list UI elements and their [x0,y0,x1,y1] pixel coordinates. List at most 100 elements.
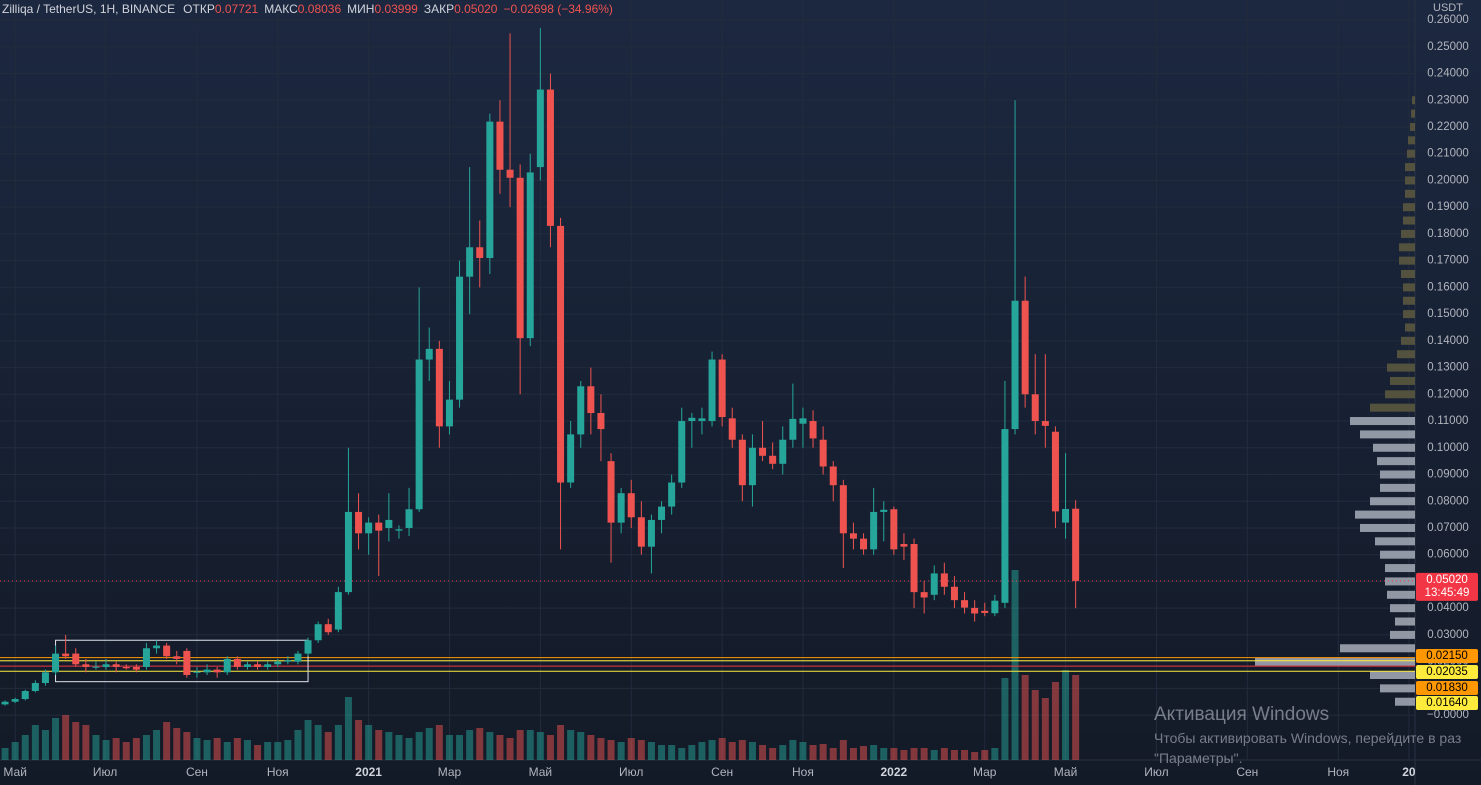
profile-bar [1390,376,1415,385]
candle-body [860,538,868,550]
volume-bar [779,745,787,760]
candle-body [294,653,302,662]
y-tick-label: 0.18000 [1427,228,1469,240]
profile-bar [1255,657,1415,666]
y-tick-label: 0.13000 [1427,362,1469,374]
profile-bar [1408,136,1415,145]
volume-bar [759,745,767,760]
candle-body [496,121,504,170]
profile-bar [1375,537,1415,546]
volume-bar [193,738,201,760]
profile-bar [1360,523,1415,532]
candle-body [738,439,746,486]
volume-bar [52,718,60,760]
profile-bar [1401,270,1415,279]
y-tick-label: 0.12000 [1427,388,1469,400]
watermark-title: Активация Windows [1154,704,1330,725]
candle-body [748,447,756,486]
candle-body [809,421,817,439]
profile-bar [1370,403,1415,412]
x-tick-label: Июл [1144,765,1168,779]
candle-body [577,386,585,435]
volume-bar [647,742,655,760]
profile-bar [1380,470,1415,479]
volume-bar [789,740,797,760]
volume-bar [41,730,49,760]
candle-body [708,359,716,422]
profile-bar [1395,697,1415,706]
y-tick-label: 0.23000 [1427,94,1469,106]
volume-bar [274,742,282,760]
candle-body [819,439,827,467]
volume-bar [860,746,868,760]
candle-body [365,522,373,534]
volume-bar [678,748,686,760]
volume-bar [526,730,534,760]
x-tick-label: Сен [1236,765,1258,779]
volume-bar [769,748,777,760]
candle-body [557,225,565,483]
volume-bar [971,752,979,760]
profile-bar [1340,644,1415,653]
candle-body [153,645,161,649]
profile-bar [1405,189,1415,198]
profile-bar [1385,577,1415,586]
candle-body [466,247,474,277]
x-tick-label: Май [529,765,553,779]
profile-bar [1380,550,1415,559]
candle-body [1031,394,1039,422]
x-tick-label: Май [3,765,27,779]
candle-body [789,418,797,440]
volume-bar [1,748,9,760]
candle-body [223,658,231,673]
y-tick-label: 0.24000 [1427,68,1469,80]
candle-body [506,169,514,178]
profile-bar [1399,243,1415,252]
candle-body [213,669,221,673]
profile-bar [1403,216,1415,225]
volume-bar [395,735,403,760]
volume-bar [668,745,676,760]
y-tick-label: 0.09000 [1427,469,1469,481]
profile-bar [1373,443,1415,452]
candle-body [102,664,110,667]
level-tag-label: 0.01830 [1426,682,1468,694]
y-tick-label: 0.10000 [1427,442,1469,454]
volume-bar [284,740,292,760]
volume-bar [1011,570,1019,760]
profile-bar [1377,457,1415,466]
volume-bar [809,745,817,760]
ohlc-value: 0.08036 [297,2,342,16]
volume-bar [355,720,363,760]
ohlc-value: 0.07721 [214,2,259,16]
candle-body [647,519,655,547]
volume-bar [698,742,706,760]
candle-body [870,511,878,550]
volume-bar [688,745,696,760]
profile-bar [1405,176,1415,185]
candle-body [839,485,847,534]
volume-bar [294,730,302,760]
candle-body [31,683,39,692]
profile-bar [1403,283,1415,292]
candle-body [314,624,322,641]
candle-body [1011,300,1019,430]
candle-body [546,89,554,226]
candle-body [1041,421,1049,426]
candle-body [142,648,150,667]
volume-bar [445,735,453,760]
volume-bar [132,738,140,760]
candle-body [981,610,989,613]
volume-bar [516,730,524,760]
profile-bar [1403,296,1415,305]
candle-body [658,506,666,520]
candle-body [274,661,282,665]
candle-body [1021,300,1029,395]
x-tick-label: Май [1054,765,1078,779]
profile-bar [1411,109,1415,118]
volume-bar [880,748,888,760]
x-tick-label: Мар [438,765,462,779]
volume-bar [1041,698,1049,760]
volume-bar [1051,682,1059,760]
